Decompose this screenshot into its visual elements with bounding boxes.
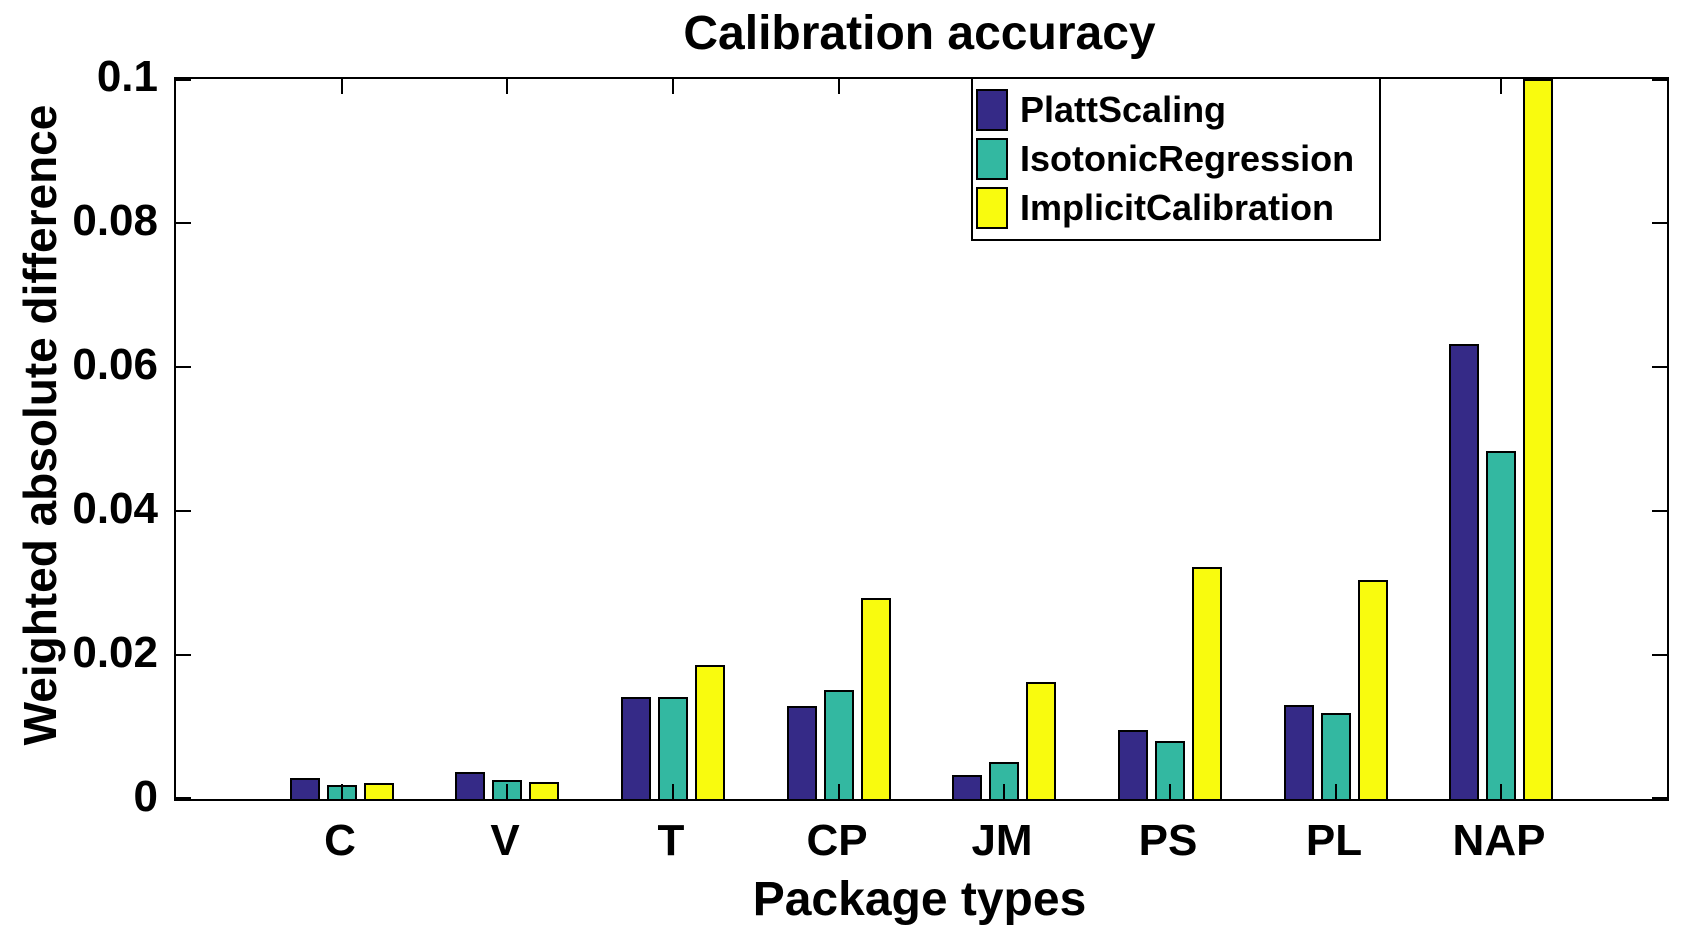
bar-PlattScaling-JM	[952, 775, 982, 799]
x-axis-label: Package types	[752, 873, 1087, 926]
chart-title: Calibration accuracy	[683, 7, 1156, 60]
x-tick-JM	[1003, 784, 1005, 799]
legend-item-isotonicregression: IsotonicRegression	[976, 137, 1379, 181]
x-tick-V	[506, 79, 508, 94]
bar-IsotonicRegression-T	[658, 697, 688, 799]
x-tick-label-V: V	[490, 816, 520, 865]
y-tick-0.04	[1652, 510, 1667, 512]
y-tick-0.1	[176, 79, 191, 81]
y-tick-label-0.02: 0.02	[72, 628, 158, 677]
legend-swatch-plattscaling	[976, 88, 1008, 131]
x-tick-label-PL: PL	[1305, 816, 1363, 865]
legend-label-plattscaling: PlattScaling	[1020, 88, 1227, 130]
y-tick-0.02	[176, 654, 191, 656]
bar-PlattScaling-C	[290, 778, 320, 799]
y-tick-0.06	[176, 366, 191, 368]
x-tick-NAP	[1500, 79, 1502, 94]
x-tick-C	[341, 784, 343, 799]
legend-item-plattscaling: PlattScaling	[976, 88, 1379, 132]
x-tick-label-JM: JM	[971, 816, 1033, 865]
x-tick-C	[341, 79, 343, 94]
y-tick-label-0.1: 0.1	[96, 52, 158, 101]
bar-ImplicitCalibration-T	[695, 665, 725, 799]
x-tick-label-NAP: NAP	[1452, 816, 1546, 865]
legend-swatch-isotonicregression	[976, 137, 1008, 180]
y-tick-0.08	[176, 222, 191, 224]
y-tick-0.04	[176, 510, 191, 512]
x-tick-T	[672, 79, 674, 94]
bar-IsotonicRegression-CP	[824, 690, 854, 799]
bar-ImplicitCalibration-CP	[861, 598, 891, 799]
y-tick-0.06	[1652, 366, 1667, 368]
x-tick-NAP	[1500, 784, 1502, 799]
y-tick-0	[176, 797, 191, 799]
legend-item-implicitcalibration: ImplicitCalibration	[976, 186, 1379, 230]
x-tick-CP	[838, 79, 840, 94]
legend-label-isotonicregression: IsotonicRegression	[1020, 137, 1355, 179]
bar-ImplicitCalibration-JM	[1026, 682, 1056, 799]
bar-ImplicitCalibration-PL	[1358, 580, 1388, 799]
y-tick-0	[1652, 797, 1667, 799]
x-tick-label-C: C	[324, 816, 356, 865]
x-tick-label-PS: PS	[1138, 816, 1198, 865]
y-tick-0.02	[1652, 654, 1667, 656]
bar-ImplicitCalibration-V	[529, 782, 559, 799]
x-tick-PS	[1169, 784, 1171, 799]
plot-area	[174, 77, 1669, 801]
bar-IsotonicRegression-NAP	[1486, 451, 1516, 799]
y-tick-label-0.06: 0.06	[72, 340, 158, 389]
y-tick-label-0.04: 0.04	[72, 484, 158, 533]
x-tick-label-CP: CP	[806, 816, 868, 865]
legend-swatch-implicitcalibration	[976, 187, 1008, 230]
x-tick-PL	[1335, 784, 1337, 799]
legend: PlattScaling IsotonicRegression Implicit…	[971, 77, 1381, 241]
x-tick-label-T: T	[657, 816, 685, 865]
bar-ImplicitCalibration-NAP	[1523, 79, 1553, 799]
x-tick-V	[506, 784, 508, 799]
bar-PlattScaling-PS	[1118, 730, 1148, 799]
bar-PlattScaling-NAP	[1449, 344, 1479, 799]
y-tick-label-0: 0	[133, 772, 158, 821]
bar-PlattScaling-CP	[787, 706, 817, 799]
y-tick-0.1	[1652, 79, 1667, 81]
y-tick-0.08	[1652, 222, 1667, 224]
x-tick-CP	[838, 784, 840, 799]
legend-label-implicitcalibration: ImplicitCalibration	[1020, 187, 1335, 229]
y-tick-label-0.08: 0.08	[72, 196, 158, 245]
bar-PlattScaling-PL	[1284, 705, 1314, 799]
bar-PlattScaling-T	[621, 697, 651, 799]
bar-PlattScaling-V	[455, 772, 485, 799]
bar-ImplicitCalibration-C	[364, 783, 394, 799]
bar-ImplicitCalibration-PS	[1192, 567, 1222, 799]
x-tick-T	[672, 784, 674, 799]
